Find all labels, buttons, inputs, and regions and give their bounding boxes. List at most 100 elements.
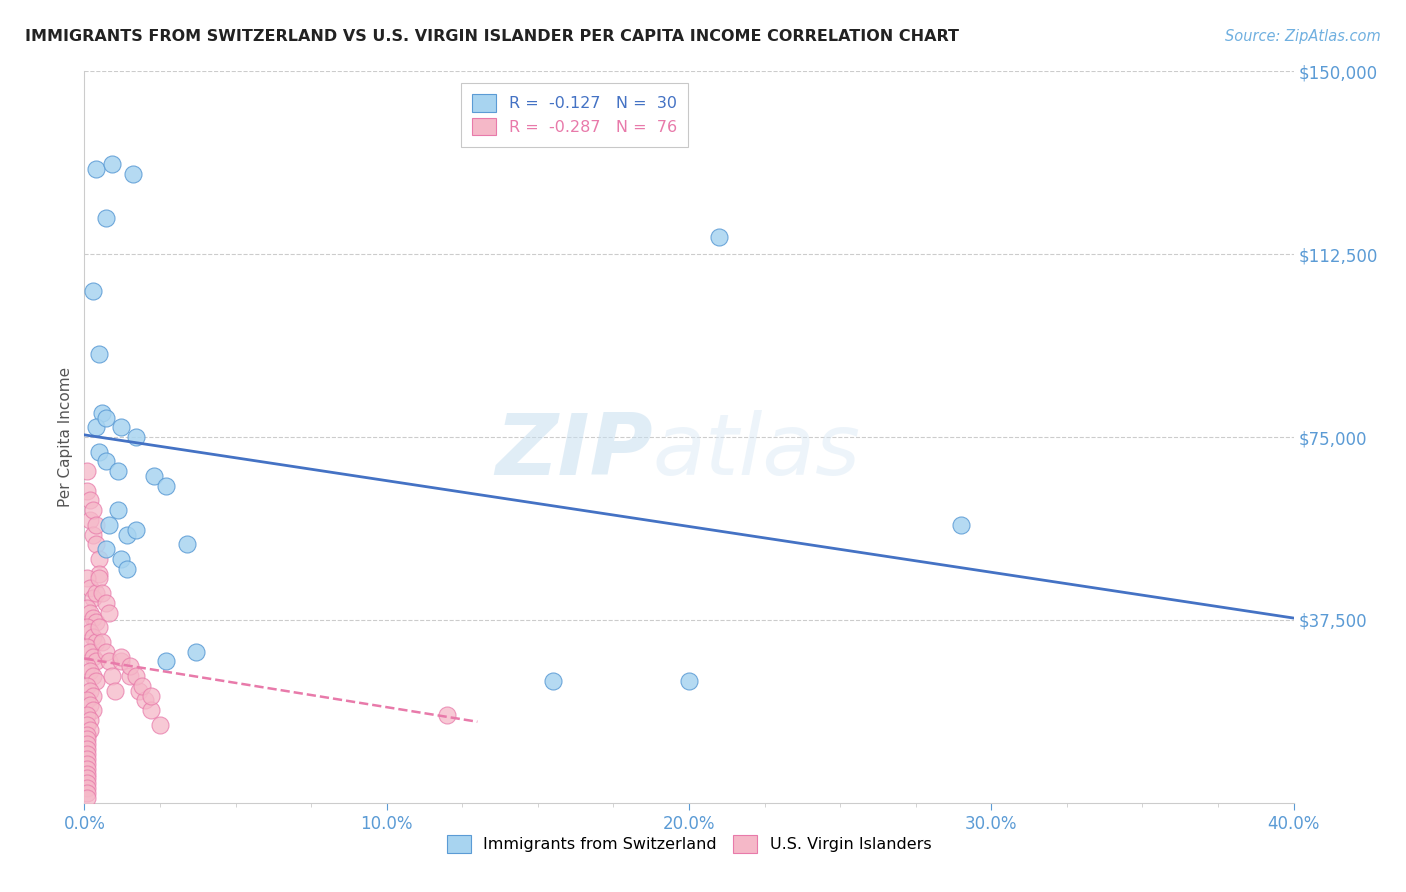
Text: Source: ZipAtlas.com: Source: ZipAtlas.com	[1225, 29, 1381, 44]
Point	[89, 444, 111, 458]
Point	[79, 645, 101, 659]
Point	[76, 742, 98, 756]
Point	[82, 527, 104, 541]
Point	[76, 781, 98, 796]
Point	[125, 430, 148, 444]
Point	[104, 683, 127, 698]
Y-axis label: Per Capita Income: Per Capita Income	[58, 367, 73, 508]
Point	[94, 454, 117, 468]
Point	[82, 610, 104, 624]
Point	[76, 732, 98, 747]
Point	[139, 703, 162, 717]
Point	[94, 596, 117, 610]
Point	[94, 410, 117, 425]
Point	[541, 673, 564, 688]
Point	[97, 517, 120, 532]
Point	[86, 615, 108, 630]
Point	[91, 635, 114, 649]
Point	[76, 640, 98, 654]
Point	[76, 679, 98, 693]
Point	[91, 406, 114, 420]
Point	[76, 708, 98, 723]
Point	[950, 517, 973, 532]
Point	[76, 659, 98, 673]
Point	[76, 756, 98, 771]
Point	[186, 645, 208, 659]
Point	[436, 708, 458, 723]
Point	[110, 649, 132, 664]
Point	[89, 552, 111, 566]
Point	[76, 464, 98, 478]
Point	[79, 664, 101, 678]
Text: ZIP: ZIP	[495, 410, 652, 493]
Point	[76, 747, 98, 761]
Point	[94, 645, 117, 659]
Point	[79, 683, 101, 698]
Point	[139, 689, 162, 703]
Point	[76, 791, 98, 805]
Legend: Immigrants from Switzerland, U.S. Virgin Islanders: Immigrants from Switzerland, U.S. Virgin…	[439, 827, 939, 861]
Point	[91, 586, 114, 600]
Point	[131, 679, 153, 693]
Point	[100, 157, 122, 171]
Point	[86, 673, 108, 688]
Point	[86, 586, 108, 600]
Point	[82, 649, 104, 664]
Point	[79, 713, 101, 727]
Point	[142, 469, 165, 483]
Point	[125, 523, 148, 537]
Point	[118, 659, 141, 673]
Point	[149, 718, 172, 732]
Point	[155, 654, 177, 668]
Point	[176, 537, 198, 551]
Point	[76, 693, 98, 707]
Text: IMMIGRANTS FROM SWITZERLAND VS U.S. VIRGIN ISLANDER PER CAPITA INCOME CORRELATIO: IMMIGRANTS FROM SWITZERLAND VS U.S. VIRG…	[25, 29, 959, 44]
Point	[100, 669, 122, 683]
Point	[89, 347, 111, 361]
Point	[89, 572, 111, 586]
Point	[79, 723, 101, 737]
Point	[79, 606, 101, 620]
Point	[76, 718, 98, 732]
Point	[82, 284, 104, 298]
Point	[79, 698, 101, 713]
Point	[76, 572, 98, 586]
Point	[86, 654, 108, 668]
Point	[89, 620, 111, 634]
Point	[76, 772, 98, 786]
Point	[134, 693, 156, 707]
Point	[86, 517, 108, 532]
Point	[82, 689, 104, 703]
Point	[82, 591, 104, 605]
Point	[76, 776, 98, 790]
Point	[76, 620, 98, 634]
Point	[94, 211, 117, 225]
Point	[76, 727, 98, 741]
Point	[76, 786, 98, 800]
Point	[110, 552, 132, 566]
Point	[76, 752, 98, 766]
Point	[155, 479, 177, 493]
Point	[86, 635, 108, 649]
Point	[76, 737, 98, 751]
Point	[115, 562, 138, 576]
Point	[128, 683, 150, 698]
Point	[82, 669, 104, 683]
Point	[115, 527, 138, 541]
Point	[107, 464, 129, 478]
Point	[121, 167, 143, 181]
Point	[76, 483, 98, 498]
Point	[86, 420, 108, 434]
Point	[79, 625, 101, 640]
Point	[82, 503, 104, 517]
Point	[89, 566, 111, 581]
Point	[678, 673, 700, 688]
Point	[79, 493, 101, 508]
Point	[125, 669, 148, 683]
Point	[110, 420, 132, 434]
Point	[110, 654, 132, 668]
Point	[76, 766, 98, 780]
Point	[76, 762, 98, 776]
Point	[82, 703, 104, 717]
Point	[79, 581, 101, 595]
